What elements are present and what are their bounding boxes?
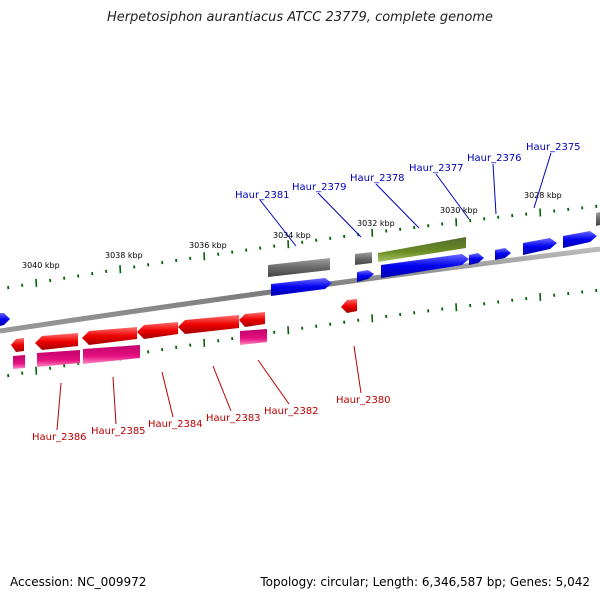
gene-label: Haur_2382 <box>264 406 319 417</box>
tick-label: 3028 kbp <box>524 191 562 200</box>
gene-reverse[interactable] <box>82 327 137 345</box>
forward-genes <box>0 212 600 326</box>
gene-label: Haur_2380 <box>336 395 391 406</box>
map-title: Herpetosiphon aurantiacus ATCC 23779, co… <box>106 10 494 25</box>
gene-forward[interactable] <box>378 237 466 262</box>
gene-label: Haur_2376 <box>467 153 522 164</box>
gene-label: Haur_2377 <box>409 163 464 174</box>
gene-label: Haur_2384 <box>148 419 203 430</box>
gene-reverse[interactable] <box>37 350 80 367</box>
top-leaders <box>259 152 552 247</box>
tick-label: 3036 kbp <box>189 241 227 250</box>
gene-reverse[interactable] <box>341 299 357 313</box>
gene-forward[interactable] <box>0 313 10 326</box>
reverse-genes <box>11 299 357 369</box>
bottom-labels: Haur_2386 Haur_2385 Haur_2384 Haur_2383 … <box>32 395 391 443</box>
tick-label: 3038 kbp <box>105 251 143 260</box>
gene-forward[interactable] <box>495 248 511 260</box>
gene-forward[interactable] <box>381 254 469 278</box>
gene-label: Haur_2381 <box>235 190 290 201</box>
tick-label: 3034 kbp <box>273 231 311 240</box>
gene-forward[interactable] <box>523 238 557 255</box>
gene-label: Haur_2383 <box>206 413 261 424</box>
gene-label: Haur_2378 <box>350 173 405 184</box>
topology-text: Topology: circular; Length: 6,346,587 bp… <box>260 575 590 589</box>
bottom-leaders <box>56 345 362 431</box>
gene-reverse[interactable] <box>137 322 178 339</box>
gene-label: Haur_2385 <box>91 426 146 437</box>
gene-reverse[interactable] <box>13 355 25 369</box>
tick-label: 3030 kbp <box>440 206 478 215</box>
gene-forward[interactable] <box>563 231 597 248</box>
gene-reverse[interactable] <box>83 345 140 364</box>
tick-label: 3040 kbp <box>22 261 60 270</box>
gene-label: Haur_2375 <box>526 142 581 153</box>
gene-forward[interactable] <box>271 278 332 296</box>
tick-labels: 3040 kbp 3038 kbp 3036 kbp 3034 kbp 3032… <box>22 191 562 270</box>
gene-label: Haur_2379 <box>292 182 347 193</box>
gene-forward[interactable] <box>268 258 330 277</box>
gene-label: Haur_2386 <box>32 432 87 443</box>
tick-label: 3032 kbp <box>357 219 395 228</box>
gene-forward[interactable] <box>596 212 600 226</box>
gene-forward[interactable] <box>469 253 484 265</box>
top-labels: Haur_2381 Haur_2379 Haur_2378 Haur_2377 … <box>235 142 581 201</box>
gene-forward[interactable] <box>357 270 374 282</box>
gene-reverse[interactable] <box>35 333 78 350</box>
gene-reverse[interactable] <box>178 315 239 334</box>
gene-reverse[interactable] <box>11 338 24 352</box>
gene-forward[interactable] <box>355 252 372 265</box>
tick-ring-top <box>7 204 598 290</box>
gene-reverse[interactable] <box>239 312 265 327</box>
gene-reverse[interactable] <box>240 329 267 345</box>
accession-text: Accession: NC_009972 <box>10 575 147 589</box>
